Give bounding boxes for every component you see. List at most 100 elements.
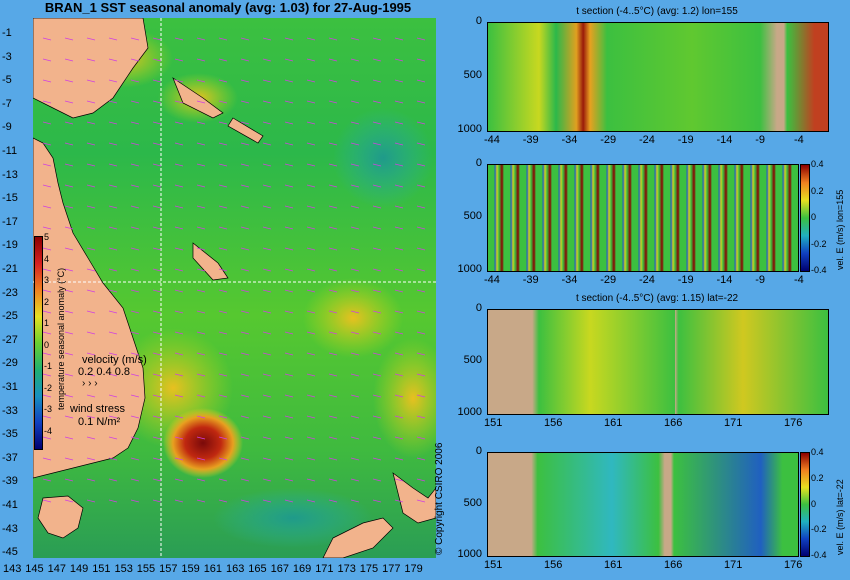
wind-arrow <box>130 331 140 335</box>
wind-arrow <box>416 457 426 461</box>
wind-arrow <box>152 142 162 146</box>
wind-arrow <box>306 37 316 41</box>
wind-arrow <box>218 436 228 440</box>
wind-arrow <box>240 352 250 356</box>
wind-arrow <box>416 499 426 503</box>
lon-label: 147 <box>47 563 66 575</box>
wind-arrow <box>284 478 294 482</box>
wind-arrow <box>416 289 426 293</box>
wind-arrow <box>394 79 404 83</box>
wind-arrow <box>350 331 360 335</box>
wind-arrow <box>86 457 96 461</box>
wind-arrow <box>130 79 140 83</box>
wind-arrow <box>262 58 272 62</box>
lat-label: -23 <box>2 286 18 299</box>
wind-arrow <box>372 457 382 461</box>
wind-arrow <box>108 142 118 146</box>
wind-arrow <box>196 184 206 188</box>
wind-arrow <box>86 415 96 419</box>
lat-label: -19 <box>2 239 18 252</box>
wind-arrow <box>240 499 250 503</box>
wind-arrow <box>350 268 360 272</box>
wind-arrow <box>174 121 184 125</box>
wind-arrow <box>218 184 228 188</box>
wind-arrow <box>240 373 250 377</box>
wind-arrow <box>394 394 404 398</box>
wind-arrow <box>284 331 294 335</box>
depth-tick: 0 <box>475 445 482 457</box>
wind-arrow <box>372 142 382 146</box>
lat-label: -39 <box>2 475 18 488</box>
section-x-tick: 166 <box>664 417 683 429</box>
wind-arrow <box>262 142 272 146</box>
wind-arrow <box>86 184 96 188</box>
section-x-tick: -24 <box>639 134 655 146</box>
lon-label: 159 <box>181 563 200 575</box>
velocity-section-plot <box>487 452 799 557</box>
wind-arrow <box>42 37 52 41</box>
wind-arrow <box>240 415 250 419</box>
wind-arrow <box>174 478 184 482</box>
lon-label: 157 <box>159 563 178 575</box>
wind-arrow <box>306 268 316 272</box>
wind-arrow <box>372 226 382 230</box>
wind-arrow <box>196 205 206 209</box>
wind-arrow <box>86 436 96 440</box>
wind-arrow <box>372 37 382 41</box>
wind-arrow <box>64 415 74 419</box>
wind-arrow <box>372 415 382 419</box>
section-x-tick: 166 <box>664 559 683 571</box>
wind-arrow <box>394 289 404 293</box>
wind-arrow <box>152 184 162 188</box>
wind-arrow <box>350 226 360 230</box>
wind-arrow <box>196 121 206 125</box>
wind-arrow <box>130 226 140 230</box>
wind-arrow <box>108 58 118 62</box>
depth-tick: 1000 <box>457 406 482 418</box>
wind-arrow <box>42 478 52 482</box>
velocity-side-label: vel. E (m/s) lon=155 <box>835 189 845 270</box>
wind-arrow <box>108 163 118 167</box>
wind-arrow <box>196 331 206 335</box>
wind-arrow <box>42 142 52 146</box>
wind-arrow <box>240 331 250 335</box>
wind-arrow <box>152 310 162 314</box>
section-x-tick: 156 <box>544 559 563 571</box>
velocity-colorbar-tick: 0 <box>811 212 817 222</box>
wind-arrow <box>262 205 272 209</box>
lat-label: -9 <box>2 121 12 134</box>
wind-arrow <box>108 79 118 83</box>
wind-arrow <box>196 58 206 62</box>
wind-arrow <box>262 37 272 41</box>
wind-arrow <box>328 58 338 62</box>
wind-arrow <box>284 58 294 62</box>
wind-arrow <box>196 163 206 167</box>
wind-arrow <box>86 37 96 41</box>
wind-arrow <box>284 226 294 230</box>
section-x-tick: -39 <box>522 134 539 146</box>
lat-label: -17 <box>2 215 18 228</box>
wind-arrow <box>372 205 382 209</box>
wind-arrow <box>240 142 250 146</box>
lon-label: 169 <box>292 563 312 575</box>
wind-arrow <box>240 394 250 398</box>
wind-arrow <box>284 163 294 167</box>
wind-arrow <box>328 331 338 335</box>
wind-arrow <box>416 415 426 419</box>
section-x-tick: -4 <box>794 134 804 146</box>
wind-arrow <box>240 226 250 230</box>
wind-arrow <box>306 310 316 314</box>
wind-arrow <box>394 100 404 104</box>
wind-arrow <box>152 226 162 230</box>
wind-arrow <box>218 58 228 62</box>
wind-arrow <box>130 121 140 125</box>
wind-arrow <box>328 163 338 167</box>
velocity-colorbar <box>800 452 810 557</box>
wind-arrow <box>86 58 96 62</box>
wind-arrow <box>196 373 206 377</box>
wind-arrow <box>152 100 162 104</box>
wind-arrow <box>240 79 250 83</box>
wind-arrow <box>86 247 96 251</box>
wind-arrow <box>218 142 228 146</box>
wind-arrow <box>372 121 382 125</box>
